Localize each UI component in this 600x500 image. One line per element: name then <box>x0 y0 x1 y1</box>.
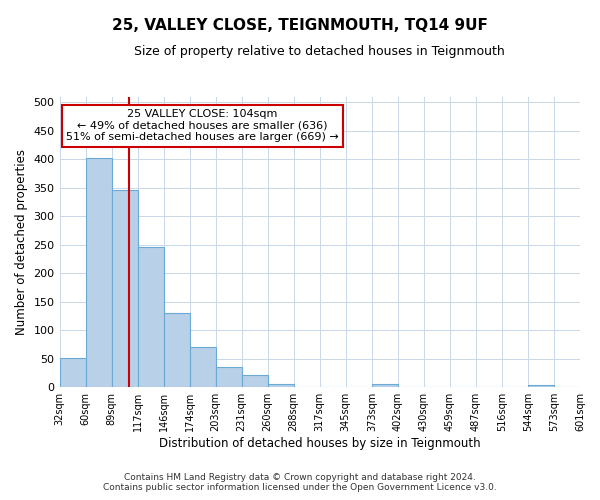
Title: Size of property relative to detached houses in Teignmouth: Size of property relative to detached ho… <box>134 45 505 58</box>
Bar <box>59 358 86 387</box>
Bar <box>268 384 294 387</box>
X-axis label: Distribution of detached houses by size in Teignmouth: Distribution of detached houses by size … <box>159 437 481 450</box>
Bar <box>86 158 112 387</box>
Y-axis label: Number of detached properties: Number of detached properties <box>15 149 28 335</box>
Text: Contains HM Land Registry data © Crown copyright and database right 2024.
Contai: Contains HM Land Registry data © Crown c… <box>103 473 497 492</box>
Bar <box>372 384 398 387</box>
Text: 25 VALLEY CLOSE: 104sqm
← 49% of detached houses are smaller (636)
51% of semi-d: 25 VALLEY CLOSE: 104sqm ← 49% of detache… <box>66 109 339 142</box>
Bar <box>190 347 215 387</box>
Bar <box>528 386 554 387</box>
Bar <box>112 190 137 387</box>
Text: 25, VALLEY CLOSE, TEIGNMOUTH, TQ14 9UF: 25, VALLEY CLOSE, TEIGNMOUTH, TQ14 9UF <box>112 18 488 32</box>
Bar <box>242 374 268 387</box>
Bar <box>215 368 242 387</box>
Bar <box>164 313 190 387</box>
Bar <box>137 247 164 387</box>
